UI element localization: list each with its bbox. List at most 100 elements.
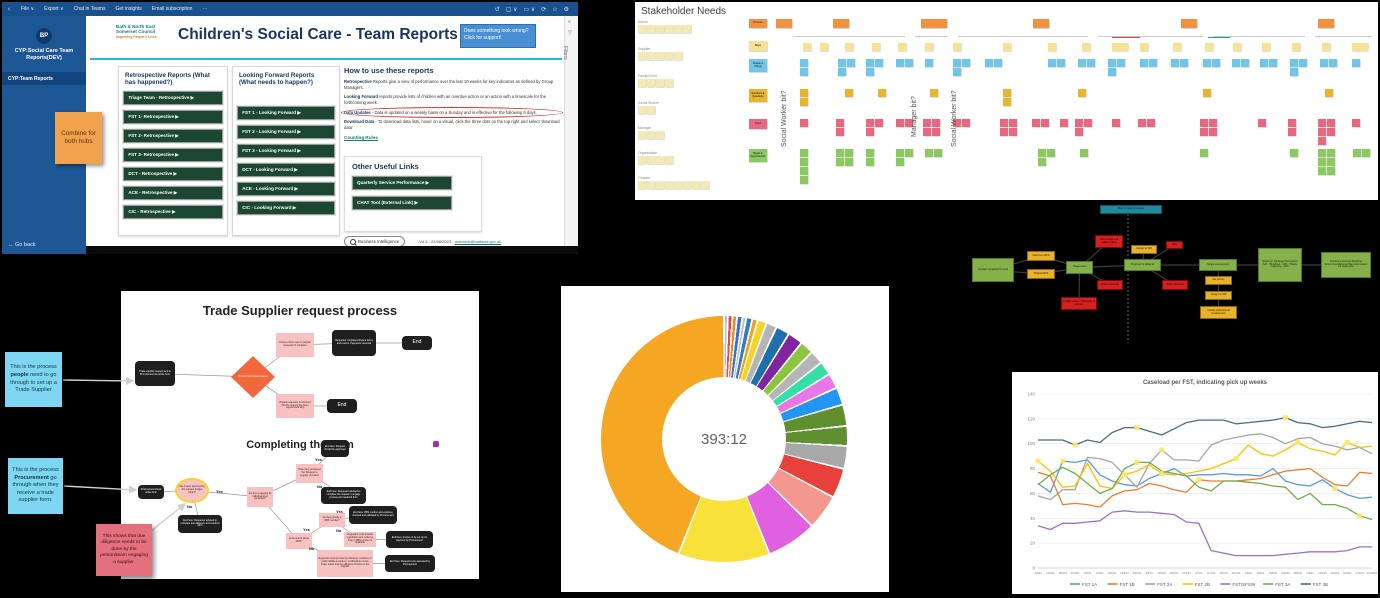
sticky-note[interactable] — [1138, 119, 1146, 127]
research-email-link[interactable]: research@bathnes.gov.uk — [454, 239, 502, 244]
sticky-note[interactable] — [1075, 128, 1083, 136]
sticky-note[interactable] — [1180, 59, 1188, 67]
flow-node[interactable]: Create professional involvement — [1200, 306, 1237, 319]
sticky-note[interactable] — [836, 119, 844, 127]
sticky-note[interactable] — [905, 59, 913, 67]
flow-node[interactable]: Procurement check online form — [138, 485, 164, 499]
sticky-note[interactable] — [923, 128, 931, 136]
sticky-note[interactable] — [1003, 89, 1011, 97]
sticky-note[interactable] — [872, 43, 880, 51]
sticky-note[interactable] — [1038, 158, 1046, 166]
sticky-note[interactable] — [1290, 149, 1298, 157]
sticky-note[interactable] — [1318, 167, 1326, 175]
report-nav-button[interactable]: FST 2 - Looking Forward ▶ — [236, 123, 336, 140]
report-nav-button[interactable]: FST 1- Retrospective ▶ — [122, 108, 224, 125]
sticky-note[interactable] — [838, 68, 846, 76]
sticky-note[interactable] — [803, 43, 811, 51]
sticky-note[interactable] — [1112, 119, 1120, 127]
sticky-note[interactable] — [692, 181, 700, 189]
flow-node[interactable]: Trade supplier request sent to Procureme… — [135, 361, 175, 386]
sticky-note[interactable] — [800, 89, 808, 97]
flow-node[interactable]: Conference/Group Meeting/ Recommendation… — [1321, 252, 1371, 278]
flow-node[interactable]: Have they completed the 'Request to enga… — [296, 464, 323, 483]
sticky-note[interactable] — [638, 131, 646, 139]
menu-item[interactable]: Export ∨ — [44, 6, 64, 12]
row-header-sticky[interactable]: Process — [749, 19, 767, 28]
sticky-note[interactable] — [1009, 119, 1017, 127]
sticky-note[interactable] — [1232, 59, 1240, 67]
flow-node[interactable]: Triage team — [1066, 261, 1093, 274]
sticky-note-annotation[interactable]: This shows that due diligence needs to b… — [96, 524, 152, 576]
sticky-note[interactable] — [1360, 43, 1368, 51]
sticky-note[interactable] — [665, 79, 673, 87]
sticky-note[interactable] — [656, 156, 664, 164]
sticky-note[interactable] — [656, 131, 664, 139]
row-header-sticky[interactable]: People & Things — [749, 59, 767, 72]
sticky-note[interactable] — [1120, 43, 1128, 51]
sticky-note[interactable] — [1209, 119, 1217, 127]
sticky-note[interactable] — [1140, 59, 1148, 67]
sticky-note[interactable] — [923, 119, 931, 127]
sticky-note[interactable] — [647, 156, 655, 164]
flow-node[interactable]: Progress to Referral — [1124, 259, 1161, 271]
sticky-note[interactable] — [638, 79, 646, 87]
flow-node[interactable]: NFA — [1166, 241, 1183, 249]
sticky-note[interactable] — [845, 158, 853, 166]
menu-item[interactable]: Email subscription — [151, 6, 193, 12]
sticky-note[interactable] — [1084, 119, 1092, 127]
flow-node[interactable]: End here: Request should be approved — [321, 440, 349, 457]
sticky-note[interactable] — [1149, 59, 1157, 67]
process-sticky-note[interactable] — [776, 19, 792, 28]
toolbar-icon[interactable]: ☆ — [552, 6, 558, 13]
sticky-note[interactable] — [1352, 59, 1360, 67]
flow-node[interactable]: Contact completed in LCS — [972, 258, 1014, 282]
sticky-note[interactable] — [1269, 59, 1277, 67]
sticky-note[interactable] — [800, 176, 808, 184]
flow-node[interactable]: End here: Invoice to be set up for payme… — [386, 531, 433, 548]
sticky-note[interactable] — [683, 25, 691, 33]
process-sticky-note[interactable] — [1033, 19, 1049, 28]
sticky-note[interactable] — [866, 158, 874, 166]
report-nav-button[interactable]: CIC - Retrospective ▶ — [122, 203, 224, 220]
toolbar-icon[interactable]: ▭ ∨ — [523, 6, 536, 13]
report-nav-button[interactable]: Triage Team - Retrospective ▶ — [122, 89, 224, 106]
sticky-note[interactable] — [932, 119, 940, 127]
sticky-note[interactable] — [1352, 43, 1360, 51]
sticky-note[interactable] — [836, 158, 844, 166]
sticky-note[interactable] — [647, 131, 655, 139]
sticky-note[interactable] — [1318, 158, 1326, 166]
sticky-note[interactable] — [1000, 119, 1008, 127]
flow-node[interactable]: Web form RFS — [1027, 251, 1055, 261]
sticky-note[interactable] — [820, 43, 828, 51]
board-canvas[interactable]: Admin Supplier Family/Child Social Worker Ma… — [635, 2, 1378, 200]
sticky-note[interactable] — [1057, 59, 1065, 67]
sticky-note[interactable] — [1200, 128, 1208, 136]
sticky-note[interactable] — [665, 181, 673, 189]
sticky-note[interactable] — [674, 25, 682, 33]
back-chevron-icon[interactable]: ‹ — [7, 5, 11, 13]
sticky-note[interactable] — [638, 181, 646, 189]
flow-node[interactable]: Requestor completes finance forms and re… — [332, 330, 376, 356]
sticky-note[interactable] — [665, 156, 673, 164]
sticky-note[interactable] — [925, 59, 933, 67]
sticky-note[interactable] — [875, 59, 883, 67]
sticky-note[interactable] — [1352, 119, 1360, 127]
workspace-avatar[interactable]: BP — [36, 28, 52, 44]
sticky-note[interactable] — [1233, 43, 1241, 51]
sticky-note[interactable] — [1147, 119, 1155, 127]
sticky-note[interactable] — [647, 79, 655, 87]
sticky-note[interactable] — [800, 158, 808, 166]
sticky-note[interactable] — [674, 181, 682, 189]
sticky-note[interactable] — [1200, 119, 1208, 127]
report-nav-button[interactable]: FST 1 - Looking Forward ▶ — [236, 104, 336, 121]
sticky-note[interactable] — [1000, 128, 1008, 136]
sticky-note[interactable] — [647, 106, 655, 114]
sticky-note[interactable] — [800, 98, 808, 106]
sticky-note[interactable] — [1258, 119, 1266, 127]
sticky-note[interactable] — [1173, 43, 1181, 51]
toolbar-icon[interactable]: ↺ — [494, 6, 500, 13]
sticky-note[interactable] — [674, 52, 682, 60]
sticky-note[interactable] — [656, 181, 664, 189]
sticky-note[interactable] — [1327, 128, 1335, 136]
sticky-note[interactable] — [1292, 43, 1300, 51]
